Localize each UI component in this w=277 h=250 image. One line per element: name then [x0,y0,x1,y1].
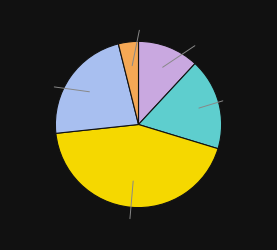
Wedge shape [138,64,222,149]
Text: Iniciante
(11.9%): Iniciante (11.9%) [163,21,240,68]
Text: Básico
(17.8%): Básico (17.8%) [199,83,269,109]
Wedge shape [55,45,138,134]
Wedge shape [138,42,195,125]
Text: Intermediário
(43.6%): Intermediário (43.6%) [93,181,164,246]
Wedge shape [56,125,218,208]
Text: Avançado
(3.9%): Avançado (3.9%) [117,4,168,66]
Wedge shape [118,42,138,125]
Text: Intermediário
-avançado
(22.8%): Intermediário -avançado (22.8%) [0,66,89,98]
